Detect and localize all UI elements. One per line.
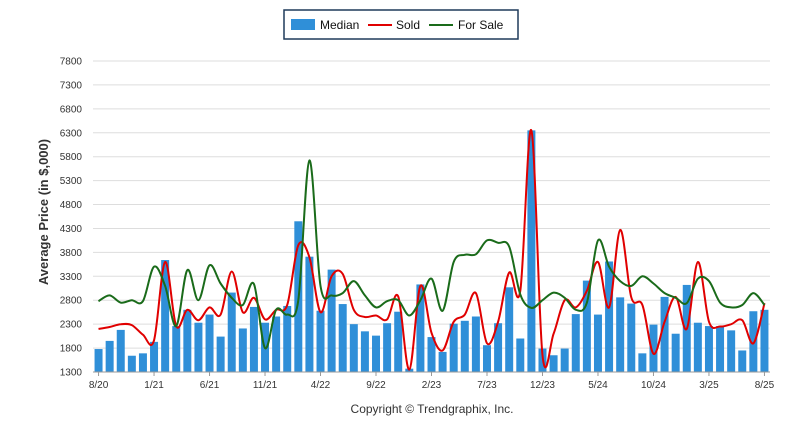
median-bar [571,314,580,372]
x-tick-label: 10/24 [641,380,666,391]
median-bar [427,337,436,372]
median-bar [494,323,503,372]
y-tick-label: 2300 [60,320,83,331]
median-bar [471,316,480,372]
median-bar [693,322,702,372]
median-bar [616,297,625,372]
y-axis-ticks: 1300 1800 2300 2800 3300 3800 4300 4800 5300 5800… [60,57,83,379]
median-bar [527,130,536,372]
y-tick-label: 5800 [60,152,83,163]
median-bar [194,322,203,372]
legend-median-swatch [291,19,315,30]
median-bar [505,287,514,372]
median-bar [327,269,336,372]
median-bar [638,353,647,372]
median-bar [316,310,325,372]
median-bar [738,350,747,372]
median-bar [727,330,736,372]
for-sale-line [97,159,766,350]
median-bar [671,333,680,372]
median-bar [338,304,347,372]
median-bar [516,338,525,372]
median-bar [449,323,458,372]
median-bars [94,130,769,372]
x-tick-label: 3/25 [699,380,719,391]
median-bar [460,320,469,372]
y-tick-label: 1800 [60,344,83,355]
median-bar [238,328,247,372]
median-bar [150,341,159,372]
median-bar [205,314,214,372]
median-bar [272,316,281,372]
y-tick-label: 7300 [60,80,83,91]
median-bar [249,306,258,372]
median-bar [394,311,403,372]
median-bar [582,280,591,372]
legend: Median Sold For Sale [283,9,519,40]
median-bar [283,305,292,372]
y-tick-label: 3800 [60,248,83,259]
x-tick-label: 9/22 [366,380,386,391]
median-bar [627,303,636,372]
x-tick-label: 8/25 [755,380,775,391]
median-bar [372,335,381,372]
x-tick-label: 2/23 [422,380,442,391]
x-tick-label: 7/23 [477,380,497,391]
median-bar [749,311,758,372]
median-bar [305,256,314,372]
median-bar [105,340,114,372]
y-tick-label: 6300 [60,128,83,139]
x-axis: 8/20 1/21 6/21 11/21 4/22 9/22 2/23 7/23 12/23 5/… [89,371,775,391]
median-bar [438,351,447,372]
legend-forsale-label: For Sale [458,18,504,32]
median-bar [216,336,225,372]
median-bar [227,292,236,372]
y-tick-label: 7800 [60,57,83,68]
median-bar [760,309,769,372]
x-tick-label: 4/22 [311,380,331,391]
legend-sold-label: Sold [396,18,420,32]
median-bar [716,326,725,372]
x-tick-label: 11/21 [253,380,278,391]
median-bar [183,309,192,372]
median-bar [360,331,369,372]
median-bar [605,261,614,372]
legend-box [283,9,519,40]
x-tick-label: 12/23 [530,380,555,391]
median-bar [649,324,658,372]
median-bar [549,355,558,372]
x-tick-label: 1/21 [144,380,164,391]
median-bar [560,348,569,372]
median-bar [416,284,425,372]
x-tick-label: 6/21 [200,380,220,391]
median-bar [349,324,358,372]
y-tick-label: 2800 [60,296,83,307]
median-bar [94,349,103,372]
sold-line [98,129,766,371]
x-tick-label: 8/20 [89,380,109,391]
median-bar [116,329,125,372]
y-tick-label: 3300 [60,272,83,283]
median-bar [127,355,136,372]
x-tick-label: 5/24 [588,380,608,391]
median-bar [161,260,170,372]
median-bar [704,326,713,372]
copyright-text: Copyright © Trendgraphix, Inc. [351,402,514,416]
median-bar [138,353,147,372]
median-bar [172,326,181,372]
y-tick-label: 4300 [60,224,83,235]
median-bar [593,314,602,372]
median-bar [660,296,669,372]
median-bar [482,345,491,372]
y-tick-label: 5300 [60,176,83,187]
median-bar [383,323,392,372]
y-axis-label: Average Price (in $,000) [36,139,51,285]
y-tick-label: 4800 [60,200,83,211]
y-tick-label: 6800 [60,104,83,115]
y-tick-label: 1300 [60,368,83,379]
legend-median-label: Median [320,18,359,32]
